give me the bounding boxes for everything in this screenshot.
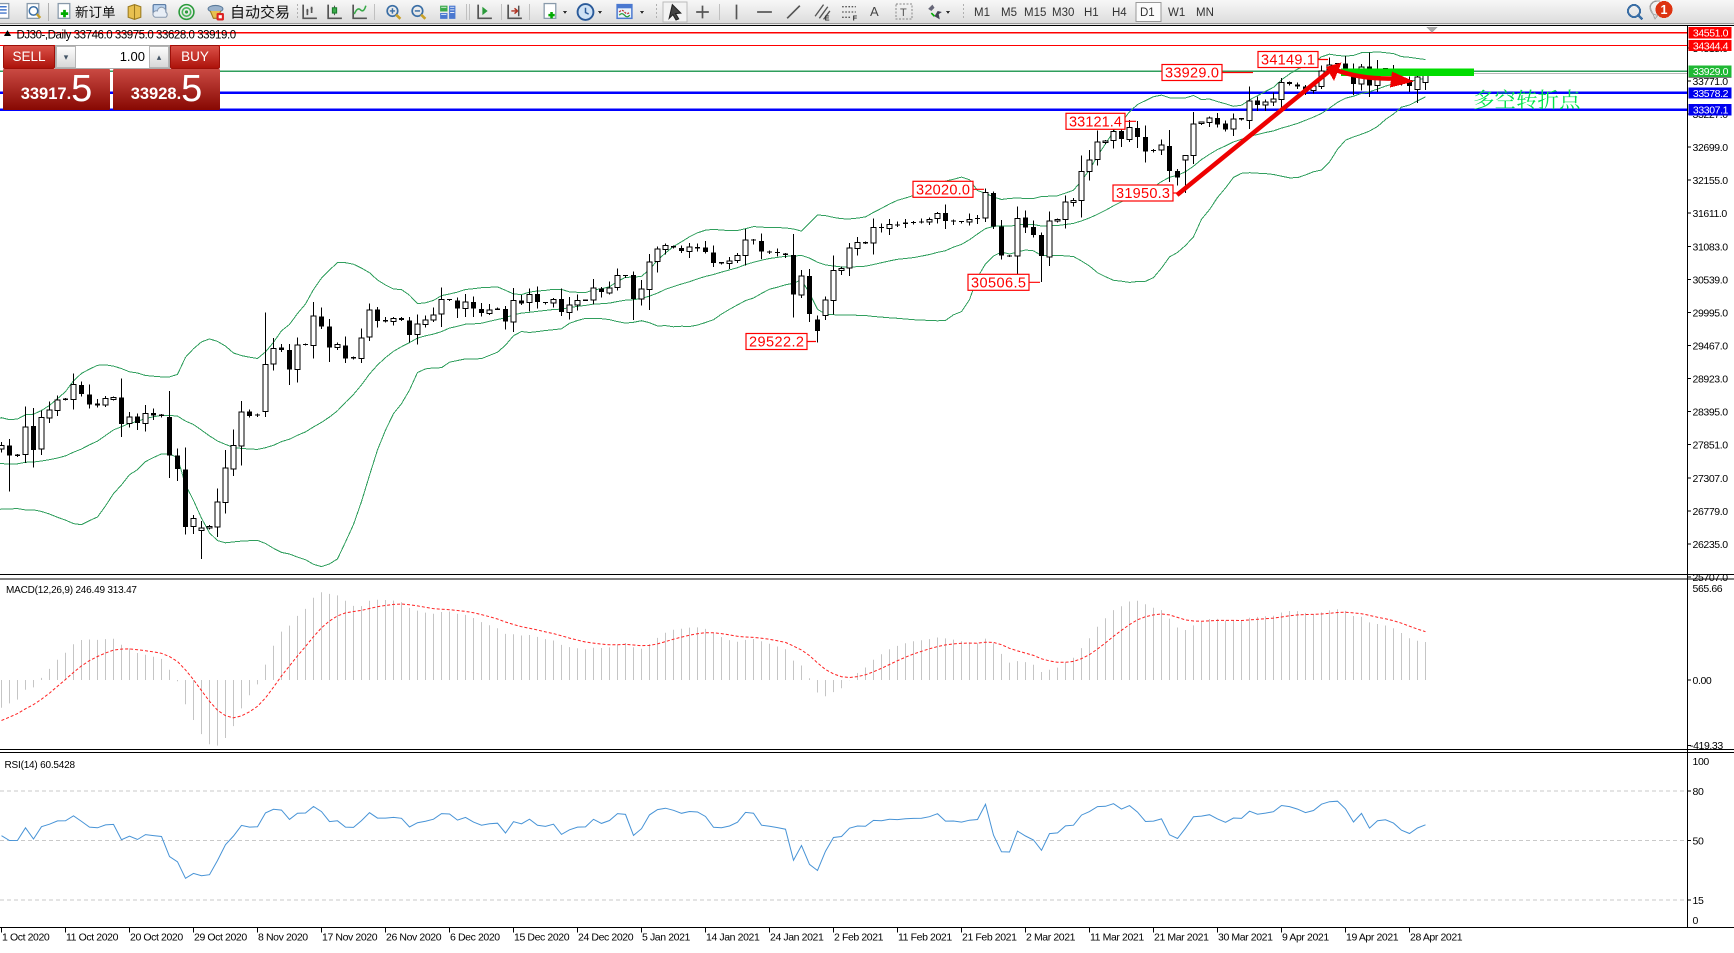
svg-text:15: 15 xyxy=(1693,895,1704,907)
svg-text:34149.1: 34149.1 xyxy=(1261,53,1315,69)
svg-text:24 Dec 2020: 24 Dec 2020 xyxy=(578,932,634,944)
svg-text:565.66: 565.66 xyxy=(1693,583,1723,595)
svg-text:28395.0: 28395.0 xyxy=(1693,407,1729,419)
svg-text:20 Oct 2020: 20 Oct 2020 xyxy=(130,932,183,944)
svg-text:E: E xyxy=(825,13,830,22)
svg-text:M1: M1 xyxy=(974,7,990,19)
svg-text:30 Mar 2021: 30 Mar 2021 xyxy=(1218,932,1273,944)
svg-text:1: 1 xyxy=(1661,3,1668,17)
svg-text:9 Apr 2021: 9 Apr 2021 xyxy=(1282,932,1329,944)
svg-text:11 Feb 2021: 11 Feb 2021 xyxy=(898,932,952,944)
svg-text:31083.0: 31083.0 xyxy=(1693,241,1729,253)
svg-text:33307.1: 33307.1 xyxy=(1693,105,1729,117)
svg-text:33771.0: 33771.0 xyxy=(1693,76,1729,88)
svg-text:29522.2: 29522.2 xyxy=(749,335,804,351)
svg-text:T: T xyxy=(900,7,907,19)
svg-text:17 Nov 2020: 17 Nov 2020 xyxy=(322,932,378,944)
svg-text:27307.0: 27307.0 xyxy=(1693,473,1729,485)
svg-text:80: 80 xyxy=(1693,786,1704,798)
svg-text:6 Dec 2020: 6 Dec 2020 xyxy=(450,932,500,944)
svg-text:DJ30-,Daily 33746.0 33975.0 3: DJ30-,Daily 33746.0 33975.0 33628.0 3391… xyxy=(17,30,236,42)
svg-text:RSI(14) 60.5428: RSI(14) 60.5428 xyxy=(5,760,76,771)
svg-text:28 Apr 2021: 28 Apr 2021 xyxy=(1410,932,1463,944)
svg-text:34551.0: 34551.0 xyxy=(1693,28,1729,40)
svg-text:100: 100 xyxy=(1693,756,1710,768)
svg-text:29 Oct 2020: 29 Oct 2020 xyxy=(194,932,247,944)
svg-text:15 Dec 2020: 15 Dec 2020 xyxy=(514,932,570,944)
svg-text:H1: H1 xyxy=(1084,7,1099,19)
svg-text:19 Apr 2021: 19 Apr 2021 xyxy=(1346,932,1399,944)
svg-text:32699.0: 32699.0 xyxy=(1693,142,1729,154)
svg-text:29467.0: 29467.0 xyxy=(1693,341,1729,353)
svg-text:33929.0: 33929.0 xyxy=(1693,66,1729,78)
svg-text:8 Nov 2020: 8 Nov 2020 xyxy=(258,932,308,944)
svg-text:0: 0 xyxy=(1693,915,1699,927)
svg-text:34344.4: 34344.4 xyxy=(1693,40,1729,52)
svg-text:11 Mar 2021: 11 Mar 2021 xyxy=(1090,932,1144,944)
svg-text:11 Oct 2020: 11 Oct 2020 xyxy=(66,932,119,944)
svg-text:2 Feb 2021: 2 Feb 2021 xyxy=(834,932,884,944)
svg-text:30539.0: 30539.0 xyxy=(1693,274,1729,286)
svg-text:26779.0: 26779.0 xyxy=(1693,506,1729,518)
svg-text:33578.2: 33578.2 xyxy=(1693,88,1729,100)
svg-text:50: 50 xyxy=(1693,835,1704,847)
svg-text:33121.4: 33121.4 xyxy=(1069,114,1122,130)
svg-text:F: F xyxy=(853,13,858,22)
svg-text:27851.0: 27851.0 xyxy=(1693,440,1729,452)
svg-text:32155.0: 32155.0 xyxy=(1693,175,1729,187)
svg-text:D1: D1 xyxy=(1140,7,1155,19)
svg-text:1 Oct 2020: 1 Oct 2020 xyxy=(2,932,50,944)
svg-text:29995.0: 29995.0 xyxy=(1693,308,1729,320)
svg-text:30506.5: 30506.5 xyxy=(971,275,1026,291)
svg-text:26235.0: 26235.0 xyxy=(1693,539,1729,551)
svg-text:5 Jan 2021: 5 Jan 2021 xyxy=(642,932,691,944)
svg-text:24 Jan 2021: 24 Jan 2021 xyxy=(770,932,824,944)
svg-text:M15: M15 xyxy=(1024,7,1046,19)
svg-text:25707.0: 25707.0 xyxy=(1693,572,1729,584)
svg-text:W1: W1 xyxy=(1168,7,1185,19)
svg-text:26 Nov 2020: 26 Nov 2020 xyxy=(386,932,442,944)
svg-text:0.00: 0.00 xyxy=(1693,675,1712,687)
svg-text:H4: H4 xyxy=(1112,7,1127,19)
svg-text:-419.33: -419.33 xyxy=(1690,740,1723,752)
svg-text:M5: M5 xyxy=(1001,7,1017,19)
svg-text:32020.0: 32020.0 xyxy=(916,182,970,198)
svg-text:28923.0: 28923.0 xyxy=(1693,374,1729,386)
svg-text:2 Mar 2021: 2 Mar 2021 xyxy=(1026,932,1076,944)
svg-text:MACD(12,26,9) 246.49 313.47: MACD(12,26,9) 246.49 313.47 xyxy=(6,585,137,596)
svg-text:31611.0: 31611.0 xyxy=(1693,208,1728,220)
svg-text:MN: MN xyxy=(1196,7,1214,19)
svg-text:14 Jan 2021: 14 Jan 2021 xyxy=(706,932,760,944)
svg-text:33929.0: 33929.0 xyxy=(1165,66,1219,82)
svg-text:A: A xyxy=(870,4,879,19)
svg-text:31950.3: 31950.3 xyxy=(1116,186,1170,202)
svg-text:21 Mar 2021: 21 Mar 2021 xyxy=(1154,932,1209,944)
svg-text:M30: M30 xyxy=(1052,7,1074,19)
svg-text:21 Feb 2021: 21 Feb 2021 xyxy=(962,932,1017,944)
